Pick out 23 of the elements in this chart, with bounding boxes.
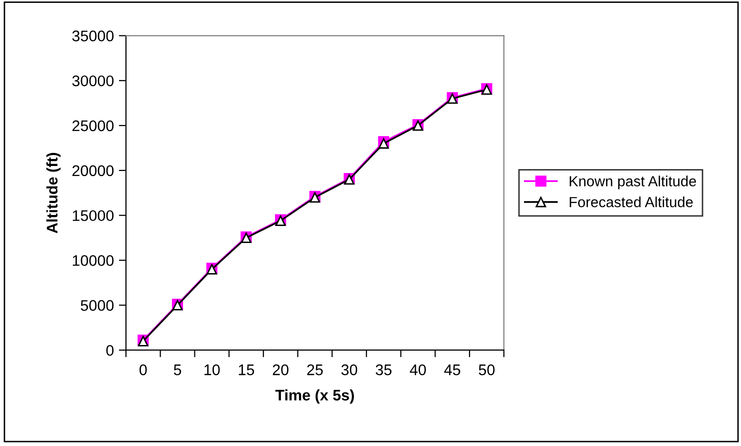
x-axis-title: Time (x 5s) bbox=[275, 389, 354, 404]
y-tick-label: 5000 bbox=[80, 300, 114, 311]
y-tick-label: 35000 bbox=[72, 30, 114, 42]
legend-label: Forecasted Altitude bbox=[570, 196, 693, 208]
x-tick-label: 50 bbox=[478, 364, 495, 376]
y-tick-label: 30000 bbox=[72, 75, 114, 86]
x-tick-label: 30 bbox=[341, 364, 358, 376]
x-tick-label: 0 bbox=[139, 364, 147, 376]
x-tick-label: 45 bbox=[444, 364, 460, 376]
x-tick-label: 10 bbox=[204, 364, 220, 376]
x-tick-label: 20 bbox=[272, 364, 288, 376]
x-tick-label: 35 bbox=[376, 364, 392, 376]
x-tick-label: 25 bbox=[307, 364, 323, 376]
y-axis-title: Altitude (ft) bbox=[46, 152, 61, 234]
y-tick-label: 15000 bbox=[72, 210, 114, 222]
y-tick-label: 10000 bbox=[72, 255, 114, 266]
legend-label: Known past Altitude bbox=[570, 176, 696, 190]
x-tick-label: 40 bbox=[410, 364, 426, 376]
x-tick-label: 15 bbox=[238, 364, 254, 376]
y-tick-label: 0 bbox=[106, 344, 114, 356]
y-tick-label: 20000 bbox=[72, 165, 114, 176]
y-tick-label: 25000 bbox=[72, 120, 114, 132]
x-tick-label: 5 bbox=[174, 364, 182, 376]
